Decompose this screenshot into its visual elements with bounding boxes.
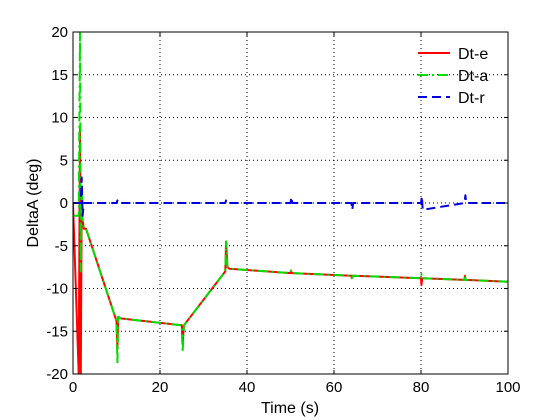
x-tick-label: 20 <box>152 379 169 396</box>
y-tick-label: -15 <box>46 323 68 340</box>
y-tick-label: -10 <box>46 281 68 298</box>
y-tick-label: -20 <box>46 366 68 383</box>
x-tick-label: 40 <box>239 379 256 396</box>
series-layer <box>73 32 508 374</box>
x-tick-label: 100 <box>495 379 520 396</box>
x-tick-label: 80 <box>413 379 430 396</box>
y-tick-label: 5 <box>60 152 68 169</box>
x-tick-label: 60 <box>326 379 343 396</box>
x-axis-label: Time (s) <box>261 400 319 417</box>
y-tick-label: 0 <box>60 195 68 212</box>
legend-label: Dt-a <box>458 68 488 85</box>
y-tick-label: 10 <box>51 110 68 127</box>
legend-label: Dt-e <box>458 46 488 63</box>
legend-label: Dt-r <box>458 90 485 107</box>
series-line-dt-a <box>73 32 508 365</box>
legend: Dt-e Dt-a Dt-r <box>418 46 488 107</box>
x-tick-label: 0 <box>69 379 77 396</box>
axis-ticks: 0 20 40 60 80 100 -20 -15 -10 -5 0 5 10 15 20 <box>46 24 520 396</box>
grid-lines <box>73 32 508 374</box>
series-line-dt-r <box>73 176 508 217</box>
y-tick-label: -5 <box>55 238 68 255</box>
y-axis-label: DeltaA (deg) <box>25 159 42 248</box>
y-tick-label: 15 <box>51 67 68 84</box>
y-tick-label: 20 <box>51 24 68 41</box>
